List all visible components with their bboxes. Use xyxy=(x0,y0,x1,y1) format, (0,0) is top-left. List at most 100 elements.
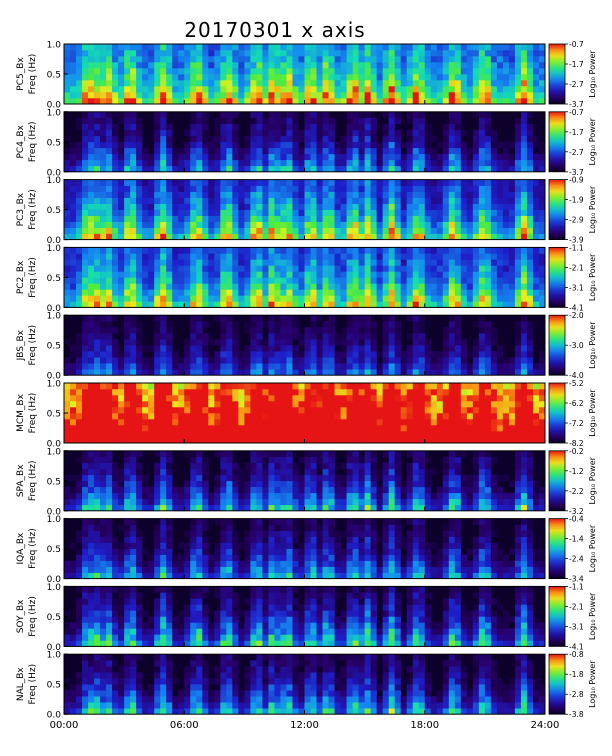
spectrogram-cell xyxy=(394,221,401,228)
spectrogram-cell xyxy=(436,253,444,260)
spectrogram-cell xyxy=(340,233,347,240)
spectrogram-cell xyxy=(166,203,173,210)
spectrogram-cell xyxy=(112,221,119,228)
spectrogram-cell xyxy=(118,492,125,500)
spectrogram-cell xyxy=(166,44,173,51)
spectrogram-cell xyxy=(100,259,107,266)
spectrogram-cell xyxy=(136,129,143,137)
spectrogram-cell xyxy=(238,277,245,284)
spectrogram-cell xyxy=(316,86,323,93)
spectrogram-cell xyxy=(394,357,401,364)
spectrogram-cell xyxy=(106,462,113,470)
spectrogram-cell xyxy=(304,253,311,260)
spectrogram-cell xyxy=(394,351,401,358)
spectrogram-cell xyxy=(76,185,83,192)
spectrogram-cell xyxy=(106,233,113,240)
spectrogram-cell xyxy=(418,123,426,131)
spectrogram-cell xyxy=(322,480,329,488)
spectrogram-cell xyxy=(490,80,498,87)
spectrogram-cell xyxy=(502,289,510,296)
spectrogram-cell xyxy=(124,321,131,328)
spectrogram-cell xyxy=(292,98,299,105)
spectrogram-cell xyxy=(382,289,389,296)
spectrogram-cell xyxy=(490,227,498,234)
spectrogram-cell xyxy=(400,407,408,414)
spectrogram-cell xyxy=(448,407,456,414)
spectrogram-cell xyxy=(388,283,395,290)
spectrogram-cell xyxy=(496,179,504,186)
spectrogram-cell xyxy=(376,407,383,414)
spectrogram-cell xyxy=(352,141,359,149)
spectrogram-cell xyxy=(88,191,95,198)
spectrogram-cell xyxy=(106,333,113,340)
spectrogram-cell xyxy=(454,407,462,414)
spectrogram-cell xyxy=(268,395,275,402)
spectrogram-cell xyxy=(100,315,107,322)
spectrogram-cell xyxy=(352,86,359,93)
spectrogram-cell xyxy=(448,227,456,234)
spectrogram-cell xyxy=(514,209,522,216)
spectrogram-cell xyxy=(160,437,167,444)
spectrogram-cell xyxy=(352,289,359,296)
spectrogram-cell xyxy=(328,369,335,376)
spectrogram-cell xyxy=(106,363,113,370)
spectrogram-cell xyxy=(292,498,299,506)
spectrogram-cell xyxy=(328,56,335,63)
spectrogram-cell xyxy=(256,227,263,234)
spectrogram-cell xyxy=(190,191,197,198)
spectrogram-cell xyxy=(118,98,125,105)
spectrogram-cell xyxy=(358,321,365,328)
spectrogram-cell xyxy=(214,474,221,482)
spectrogram-cell xyxy=(136,419,143,426)
spectrogram-cell xyxy=(394,165,401,173)
spectrogram-cell xyxy=(232,56,239,63)
spectrogram-cell xyxy=(88,165,95,173)
spectrogram-cell xyxy=(94,117,101,125)
spectrogram-cell xyxy=(298,357,305,364)
spectrogram-cell xyxy=(184,92,191,99)
spectrogram-cell xyxy=(124,383,131,390)
spectrogram-cell xyxy=(454,259,462,266)
spectrogram-cell xyxy=(490,62,498,69)
spectrogram-cell xyxy=(466,50,474,57)
spectrogram-cell xyxy=(370,147,377,155)
spectrogram-cell xyxy=(334,351,341,358)
spectrogram-cell xyxy=(460,129,468,137)
spectrogram-cell xyxy=(406,383,414,390)
spectrogram-cell xyxy=(490,295,498,302)
spectrogram-cell xyxy=(244,265,251,272)
spectrogram-cell xyxy=(220,191,227,198)
spectrogram-cell xyxy=(520,327,528,334)
spectrogram-cell xyxy=(262,431,269,438)
spectrogram-cell xyxy=(388,92,395,99)
spectrogram-cell xyxy=(304,462,311,470)
spectrogram-cell xyxy=(274,289,281,296)
spectrogram-cell xyxy=(304,431,311,438)
spectrogram-cell xyxy=(250,117,257,125)
spectrogram-cell xyxy=(136,321,143,328)
spectrogram-cell xyxy=(382,129,389,137)
spectrogram-cell xyxy=(226,389,233,396)
spectrogram-cell xyxy=(460,197,468,204)
spectrogram-cell xyxy=(244,147,251,155)
spectrogram-cell xyxy=(514,221,522,228)
spectrogram-cell xyxy=(118,179,125,186)
spectrogram-cell xyxy=(190,141,197,149)
spectrogram-cell xyxy=(352,147,359,155)
spectrogram-cell xyxy=(274,480,281,488)
colorbar-tick-label: -4.0 xyxy=(569,371,584,380)
spectrogram-cell xyxy=(142,86,149,93)
spectrogram-cell xyxy=(304,413,311,420)
spectrogram-cell xyxy=(256,56,263,63)
spectrogram-cell xyxy=(448,215,456,222)
spectrogram-cell xyxy=(172,209,179,216)
spectrogram-cell xyxy=(100,74,107,81)
spectrogram-cell xyxy=(412,301,420,308)
spectrogram-cell xyxy=(442,209,450,216)
spectrogram-cell xyxy=(346,68,353,75)
spectrogram-cell xyxy=(478,327,486,334)
spectrogram-cell xyxy=(352,62,359,69)
spectrogram-cell xyxy=(418,147,426,155)
spectrogram-cell xyxy=(250,289,257,296)
spectrogram-cell xyxy=(154,295,161,302)
